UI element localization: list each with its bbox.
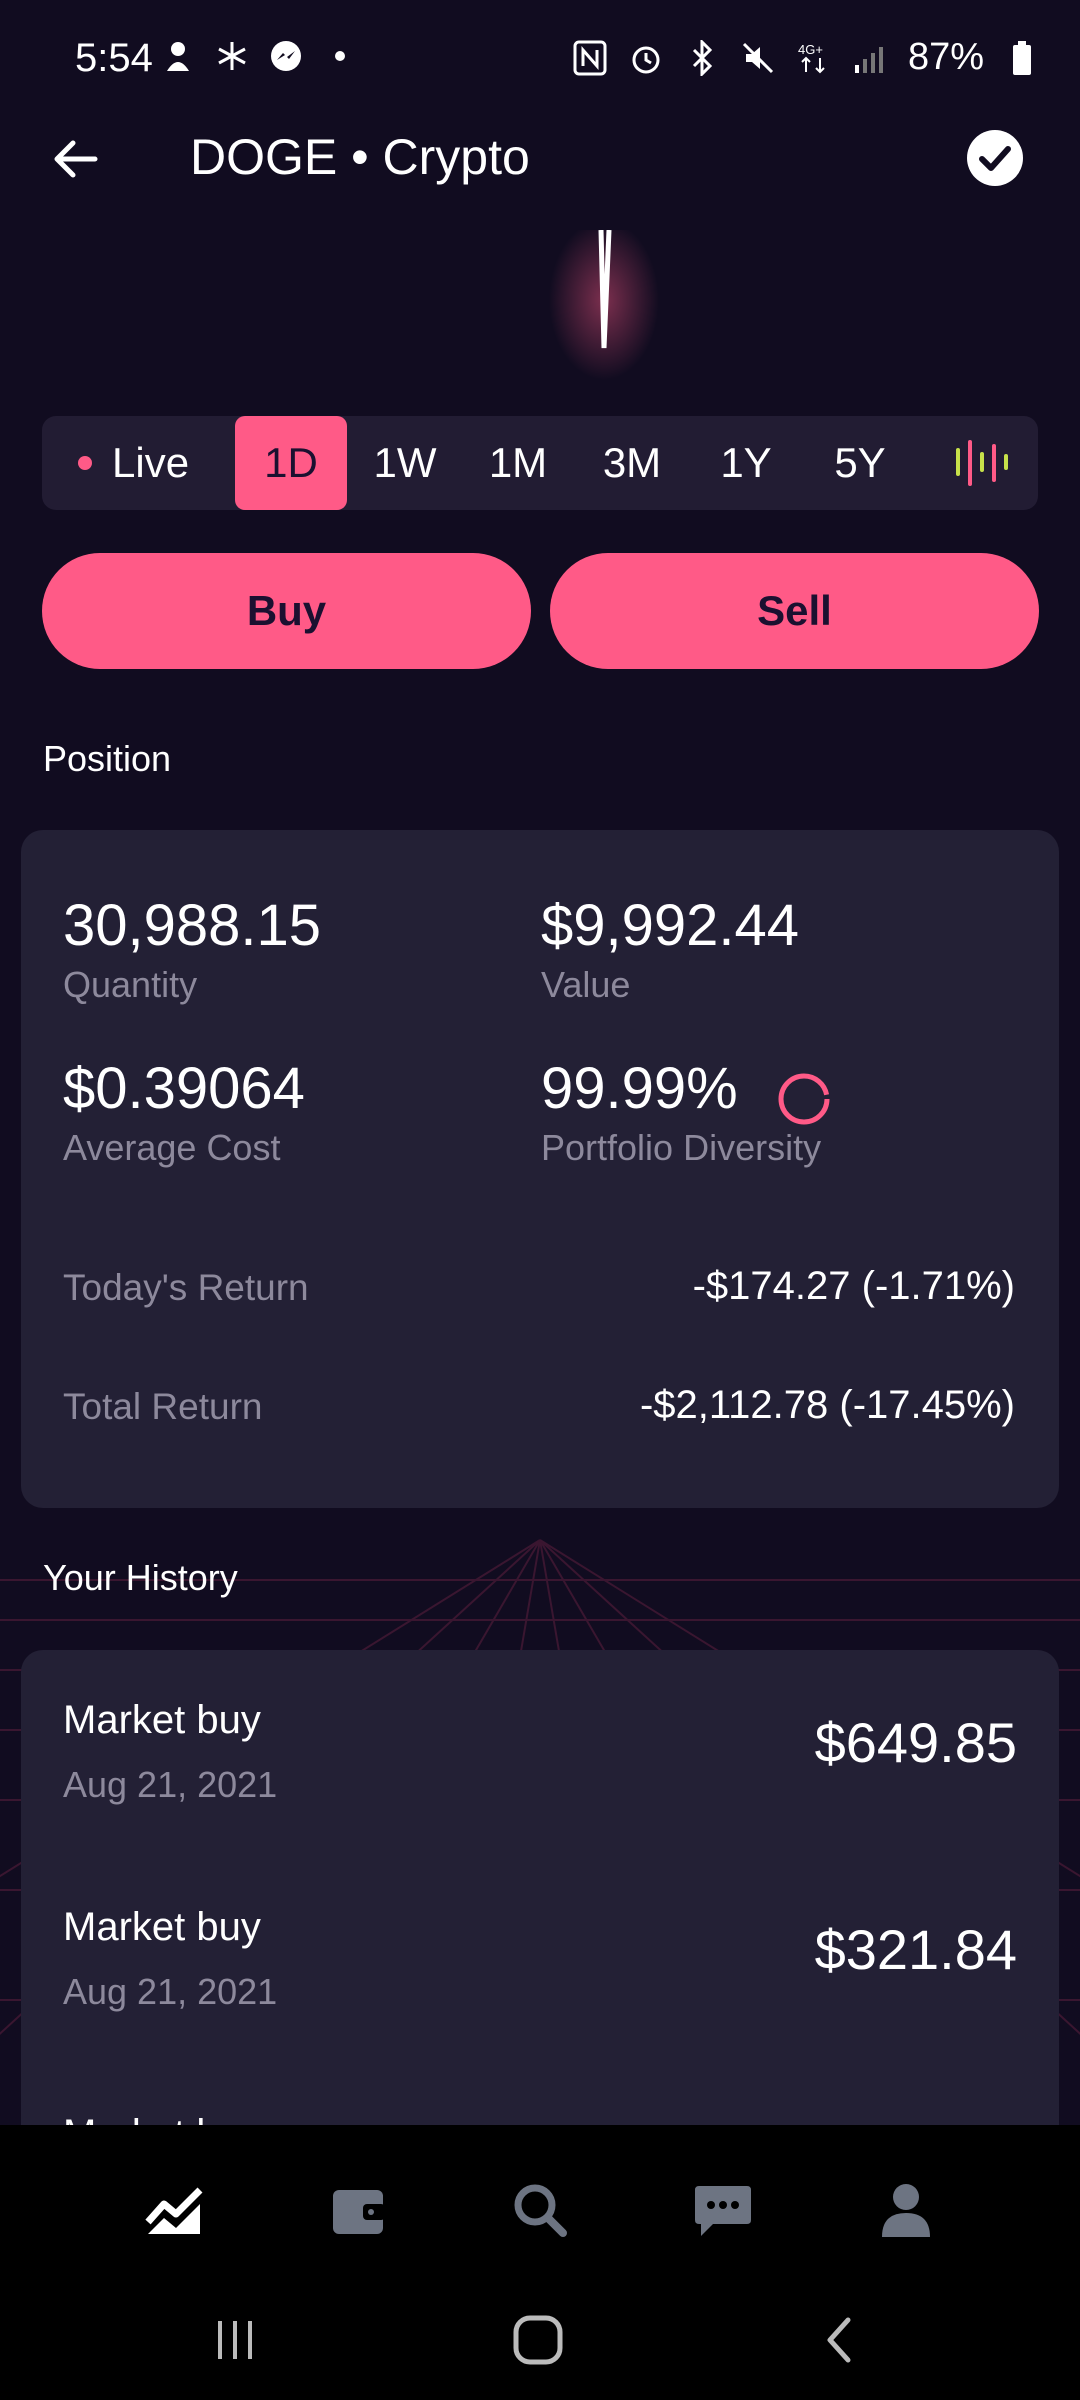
range-tab-1y[interactable]: 1Y	[720, 439, 772, 486]
price-chart[interactable]	[0, 220, 1080, 380]
watchlist-check-button[interactable]	[967, 130, 1023, 186]
average-cost-label: Average Cost	[63, 1127, 281, 1168]
history-card	[21, 1650, 1059, 2150]
home-icon	[513, 2315, 563, 2365]
range-tab-1m[interactable]: 1M	[488, 439, 548, 486]
history-item-amount: $649.85	[814, 1711, 1017, 1774]
bottom-navigation	[0, 2125, 1080, 2400]
alarm-icon	[628, 40, 664, 76]
network-4g-icon: 4G+	[796, 40, 832, 76]
range-tab-1w[interactable]: 1W	[373, 439, 437, 486]
history-item[interactable]: Market buy Aug 21, 2021 $649.85	[21, 1650, 1059, 1850]
bluetooth-icon	[684, 39, 720, 76]
value-value: $9,992.44	[541, 893, 800, 958]
recent-apps-icon	[218, 2321, 252, 2359]
chat-icon	[695, 2186, 751, 2236]
home-button[interactable]	[478, 2300, 598, 2380]
messenger-icon	[268, 38, 304, 74]
check-icon	[979, 146, 1011, 171]
app-notification-icon	[160, 38, 196, 74]
total-return-value: -$2,112.78 (-17.45%)	[639, 1383, 1015, 1427]
value-label: Value	[541, 964, 631, 1005]
history-item[interactable]: Market buy Aug 21, 2021 $321.84	[21, 1857, 1059, 2057]
chart-icon	[145, 2187, 203, 2234]
battery-percent: 87%	[907, 36, 984, 78]
price-line	[598, 229, 612, 349]
svg-text:4G+: 4G+	[798, 42, 823, 57]
history-item-date: Aug 21, 2021	[63, 1971, 278, 2012]
range-selector	[42, 416, 1038, 510]
nav-chart-button[interactable]	[135, 2170, 215, 2250]
history-item-title: Market buy	[63, 1698, 261, 1742]
average-cost-value: $0.39064	[63, 1056, 305, 1121]
system-status: 4G+ 87%	[572, 36, 1040, 79]
history-section-title: Your History	[43, 1557, 238, 1598]
diversity-ring-icon	[776, 1071, 830, 1125]
notification-icons	[160, 38, 358, 74]
signal-icon	[852, 40, 888, 76]
live-dot-icon	[78, 456, 92, 470]
position-section-title: Position	[43, 738, 172, 779]
nav-search-button[interactable]	[500, 2170, 580, 2250]
snowflake-icon	[214, 38, 250, 74]
portfolio-diversity-value: 99.99%	[541, 1056, 738, 1121]
quantity-value: 30,988.15	[63, 893, 322, 958]
profile-icon	[882, 2184, 930, 2237]
battery-icon	[1004, 40, 1040, 76]
nav-profile-button[interactable]	[866, 2170, 946, 2250]
history-item-title: Market buy	[63, 1905, 261, 1949]
position-card	[21, 830, 1059, 1508]
nav-wallet-button[interactable]	[318, 2170, 398, 2250]
chevron-left-icon	[827, 2317, 851, 2363]
back-button[interactable]	[40, 124, 110, 194]
status-time: 5:54	[75, 36, 153, 80]
portfolio-diversity-label: Portfolio Diversity	[541, 1127, 822, 1168]
buy-button[interactable]: Buy	[42, 553, 531, 669]
page-title: DOGE • Crypto	[190, 129, 530, 185]
recent-apps-button[interactable]	[175, 2300, 295, 2380]
quantity-label: Quantity	[63, 964, 198, 1005]
range-tab-3m[interactable]: 3M	[602, 439, 662, 486]
dot-icon	[322, 38, 358, 74]
nav-messages-button[interactable]	[683, 2170, 763, 2250]
status-bar: 5:54 4G+ 87%	[0, 0, 1080, 125]
total-return-label: Total Return	[63, 1386, 263, 1427]
nfc-icon	[572, 40, 608, 76]
history-item-date: Aug 21, 2021	[63, 1764, 278, 1805]
live-toggle[interactable]: Live	[78, 416, 189, 510]
system-back-button[interactable]	[780, 2300, 900, 2380]
range-tab-1d[interactable]: 1D	[235, 416, 347, 510]
arrow-left-icon	[54, 140, 98, 178]
wallet-icon	[333, 2190, 385, 2234]
mute-icon	[740, 40, 776, 76]
candlestick-chart-icon[interactable]	[950, 436, 1010, 490]
history-item-amount: $321.84	[814, 1918, 1017, 1981]
sell-button[interactable]: Sell	[550, 553, 1039, 669]
todays-return-label: Today's Return	[63, 1267, 309, 1308]
search-icon	[514, 2184, 567, 2237]
range-tab-5y[interactable]: 5Y	[834, 439, 886, 486]
todays-return-value: -$174.27 (-1.71%)	[692, 1264, 1015, 1308]
live-label: Live	[112, 439, 190, 486]
